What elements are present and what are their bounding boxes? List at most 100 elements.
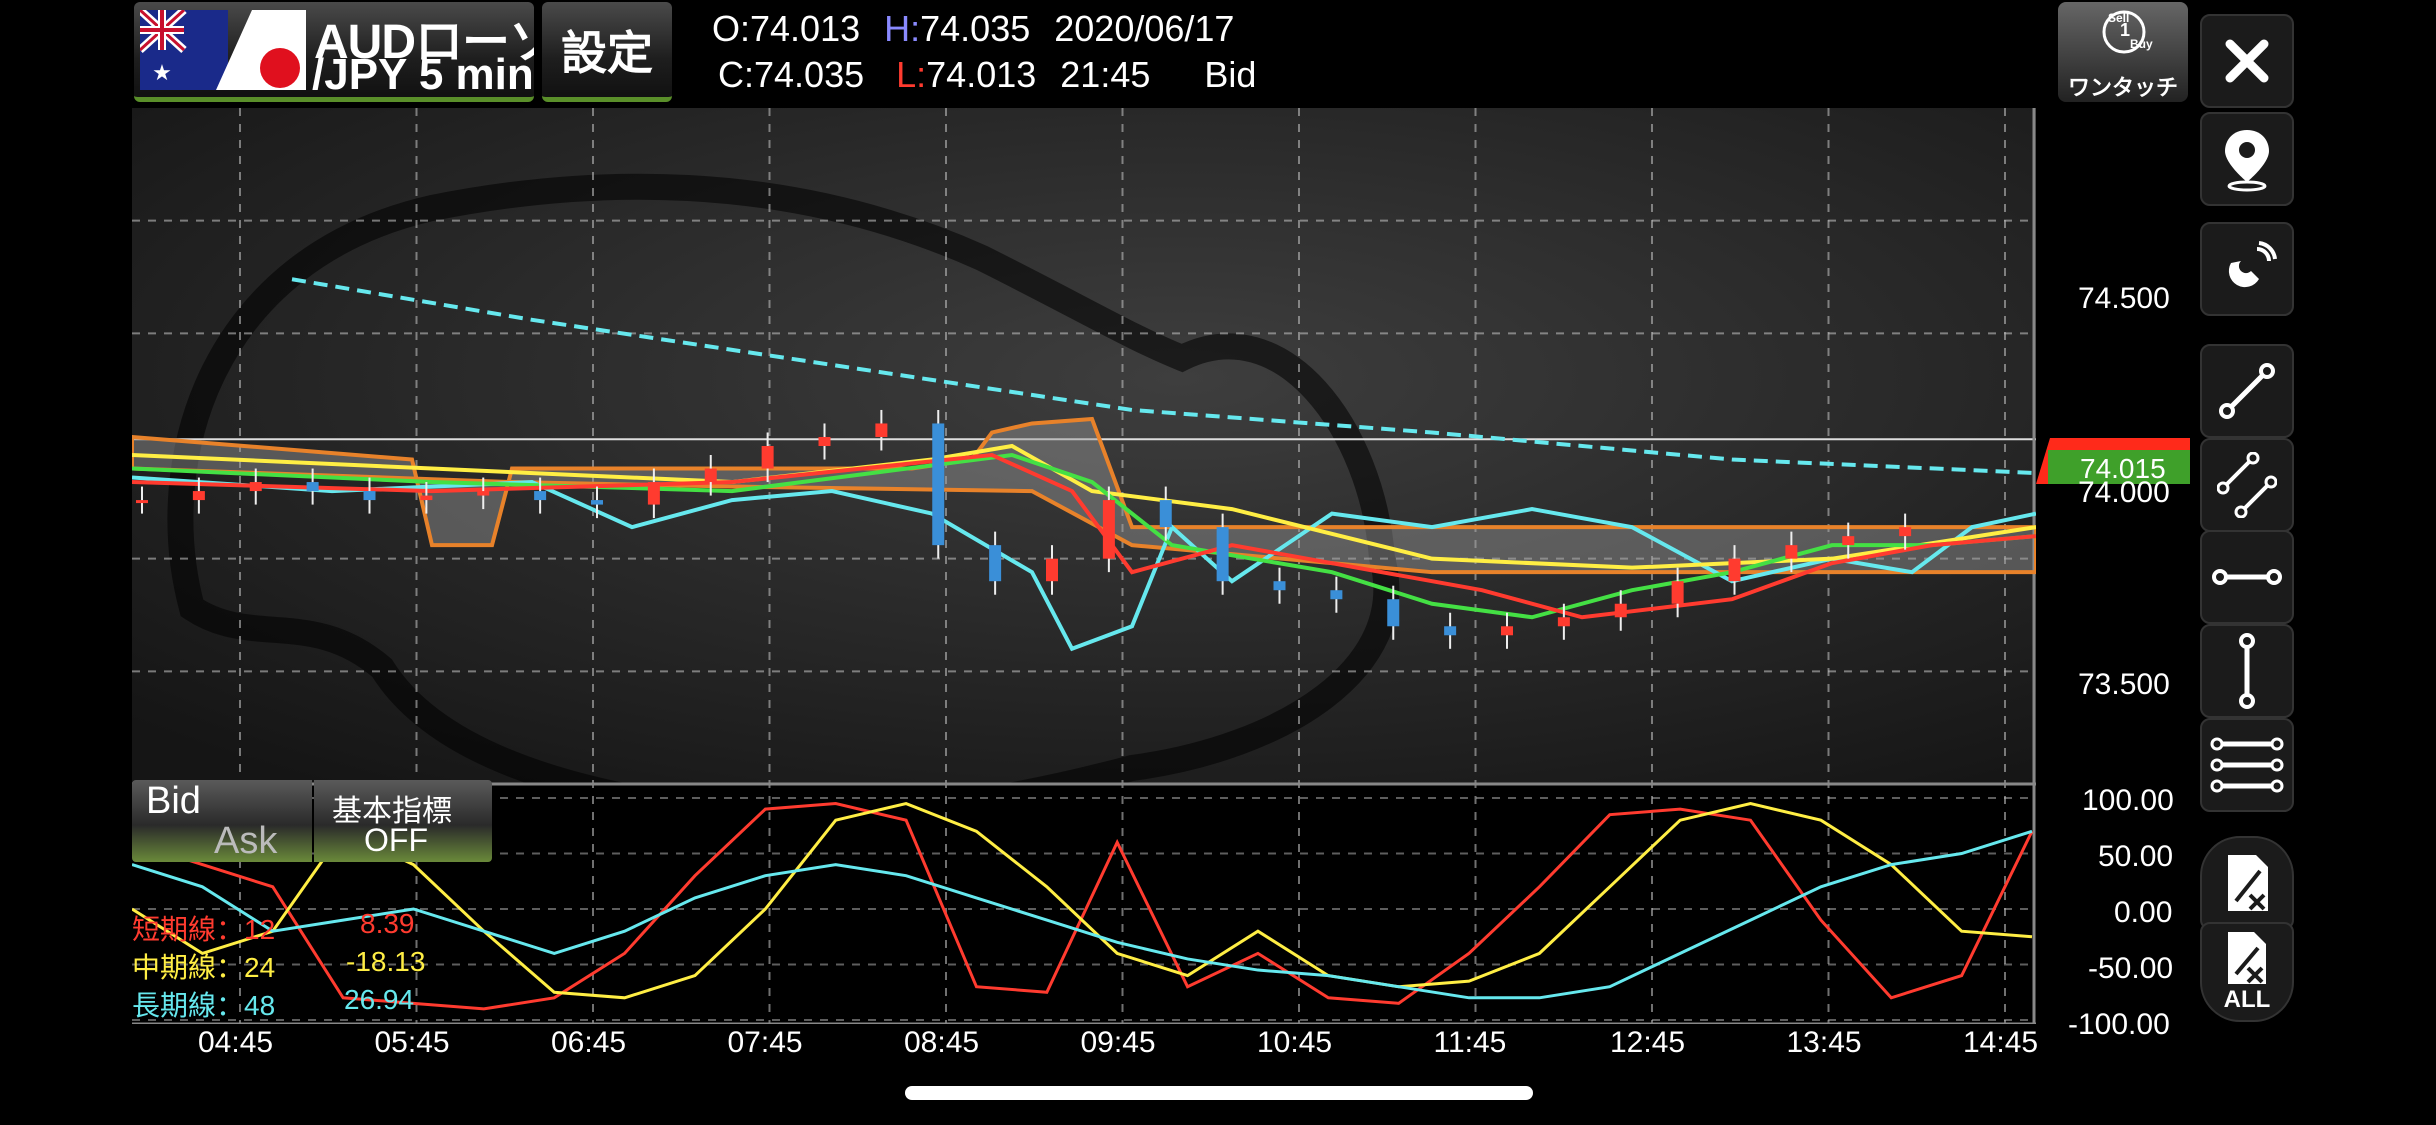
close-label: C: [718,54,754,95]
fibonacci-tool-button[interactable] [2200,718,2294,812]
trendline-tool-button[interactable] [2200,344,2294,438]
bull-candle [818,436,831,446]
oscillator-lines [132,801,2034,1011]
legend-short-label: 短期線：12 [132,914,276,945]
delete-drawing-button[interactable] [2200,836,2294,930]
low-label: L: [896,54,927,95]
bull-candle [1899,527,1912,537]
time-label: 09:45 [1080,1026,1156,1059]
time-value: 21:45 [1060,54,1151,95]
legend-long-value: 26.94 [344,984,415,1015]
settings-button[interactable]: 設定 [542,2,672,102]
current-price-tag: 74.015 [2036,438,2190,484]
bear-candle [1330,590,1343,600]
bull-candle [647,482,660,505]
time-label: 04:45 [198,1026,274,1059]
low-value: 74.013 [926,54,1037,95]
bear-candle [1159,500,1172,528]
home-indicator[interactable] [905,1086,1533,1100]
parallel-channel-icon [2217,452,2277,518]
legend-short-value: 8.39 [360,908,415,939]
ohlc-row-1: O:74.013 H:74.035 2020/06/17 [712,8,1234,50]
one-touch-icon: Sell 1 Buy [2102,10,2153,54]
bear-candle [1387,599,1400,627]
delete-all-label: ALL [2223,986,2271,1013]
high-value: 74.035 [920,8,1031,49]
bull-candle [1671,581,1684,604]
close-value: 74.035 [754,54,865,95]
vertical-line-icon [2239,633,2255,709]
price-chart[interactable] [132,108,2036,1024]
time-label: 05:45 [374,1026,450,1059]
horizontal-line-tool-button[interactable] [2200,530,2294,624]
cyan-line [132,475,2036,652]
bear-candle [1444,626,1457,636]
basic-indicator-toggle[interactable]: 基本指標 OFF [314,780,492,862]
osc-label-0: 0.00 [2114,896,2173,929]
osc-label-minus100: -100.00 [2068,1008,2170,1041]
bull-candle [420,495,433,501]
currency-pair-button[interactable]: ★ AUDローソク /JPY 5 min [134,2,534,102]
indicator-label: 基本指標 [332,795,452,828]
magnet-icon [2228,241,2277,288]
bull-candle [1728,558,1741,582]
fibonacci-lines-icon [2210,737,2284,793]
legend-short: 短期線：12 8.39 [132,908,415,948]
bid-ask-toggle[interactable]: Bid Ask 基本指標 OFF [132,780,492,862]
time-label: 06:45 [551,1026,627,1059]
yellow-line [132,443,2036,570]
bull-candle [875,423,888,437]
bear-candle [1216,527,1229,582]
osc-label-minus50: -50.00 [2088,952,2174,985]
red-line [132,452,2036,620]
delete-all-drawings-icon [2228,932,2266,984]
pair-title: AUDローソク [314,16,534,69]
one-touch-label: ワンタッチ [2067,75,2178,100]
time-label: 12:45 [1610,1026,1686,1059]
price-label-74000: 74.000 [2078,476,2170,509]
bull-candle [477,491,490,496]
svg-text:1: 1 [2120,20,2130,40]
bull-candle [1102,500,1115,559]
one-touch-button[interactable]: Sell 1 Buy ワンタッチ [2058,2,2188,102]
channel-tool-button[interactable] [2200,438,2294,532]
svg-text:Buy: Buy [2130,37,2153,51]
close-button[interactable] [2200,14,2294,108]
cloud-area [132,416,2036,575]
bull-candle [761,446,774,469]
bear-candle [363,491,376,501]
current-price-value: 74.015 [2080,453,2166,484]
time-label: 07:45 [727,1026,803,1059]
close-icon [2225,39,2269,83]
price-label-74500: 74.500 [2078,282,2170,315]
bull-candle [1501,626,1513,636]
ohlc-row-2: C:74.035 L:74.013 21:45 Bid [718,54,1256,96]
svg-text:Sell: Sell [2108,11,2129,25]
delete-all-drawings-button[interactable]: ALL [2200,922,2294,1022]
green-line [132,452,2036,620]
oscillator-line-1 [132,802,2034,1011]
magnet-button[interactable] [2200,222,2294,316]
osc-label-100: 100.00 [2082,784,2174,817]
legend-long-label: 長期線：48 [132,990,276,1021]
ask-label: Ask [214,820,278,862]
bull-candle [249,482,262,492]
bull-candle [136,500,148,504]
japan-flag-icon [216,10,306,90]
ichimoku-cloud [132,416,2036,575]
candlesticks [136,409,1912,649]
australia-flag-icon: ★ [137,7,228,90]
legend-long: 長期線：48 26.94 [132,984,414,1024]
date-value: 2020/06/17 [1054,8,1235,49]
indicator-state: OFF [364,822,428,858]
bear-candle [534,491,547,501]
osc-label-50: 50.00 [2098,840,2174,873]
legend-mid: 中期線：24 -18.13 [132,946,425,986]
vertical-line-tool-button[interactable] [2200,624,2294,718]
bid-ask-switch[interactable]: Bid Ask [132,780,312,862]
bear-candle [1273,581,1286,591]
time-label: 08:45 [904,1026,980,1059]
high-label: H: [884,8,921,49]
location-button[interactable] [2200,112,2294,206]
delete-drawing-icon [2228,855,2268,911]
